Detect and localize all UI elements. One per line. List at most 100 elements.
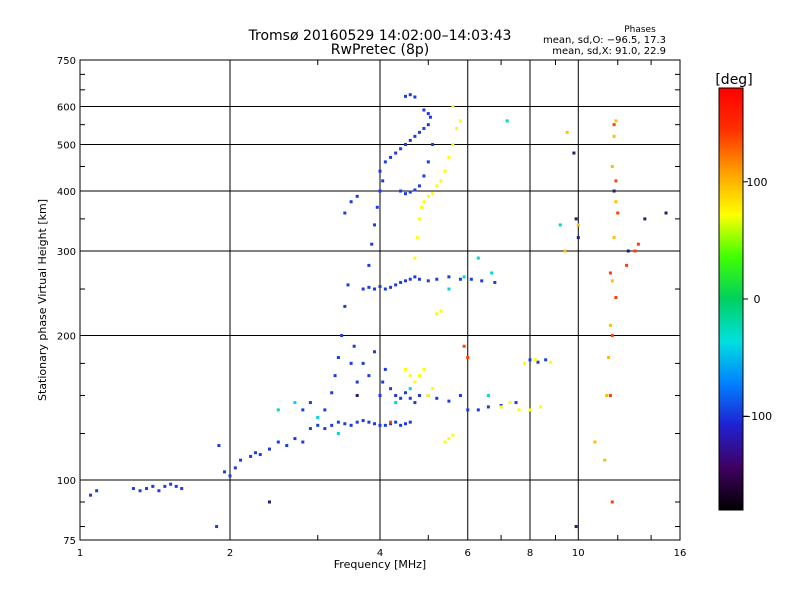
data-point [343, 304, 347, 308]
data-point [389, 422, 393, 426]
data-point [572, 151, 576, 155]
data-point [549, 360, 553, 364]
data-point [330, 391, 334, 395]
data-point [151, 484, 155, 488]
data-point [163, 484, 167, 488]
data-point [413, 401, 417, 405]
data-point [223, 470, 227, 474]
data-point [367, 420, 371, 424]
data-point [614, 200, 618, 204]
data-point [636, 242, 640, 246]
data-point [508, 401, 512, 405]
data-point [462, 344, 466, 348]
colorbar-label: [deg] [715, 72, 752, 88]
data-point [610, 334, 614, 338]
data-point [608, 323, 612, 327]
data-point [422, 174, 426, 178]
data-point [612, 236, 616, 240]
data-point [389, 420, 393, 424]
data-point [180, 487, 184, 491]
data-point [383, 287, 387, 291]
data-point [664, 211, 668, 215]
data-point [228, 474, 232, 478]
data-point [174, 484, 178, 488]
data-point [458, 394, 462, 398]
data-point [367, 263, 371, 267]
x-tick-label: 16 [674, 548, 687, 559]
data-point [422, 200, 426, 204]
data-point [439, 179, 443, 183]
data-point [389, 285, 393, 289]
y-tick-label: 750 [57, 56, 76, 67]
data-point [308, 401, 312, 405]
data-point [301, 408, 305, 412]
data-point [370, 242, 374, 246]
data-point [408, 420, 412, 424]
data-point [499, 405, 503, 409]
data-point [367, 374, 371, 378]
x-tick-label: 1 [77, 548, 83, 559]
data-point [316, 423, 320, 427]
data-point [576, 236, 580, 240]
data-point [576, 223, 580, 227]
data-point [574, 525, 578, 529]
data-point [340, 334, 344, 338]
data-point [389, 155, 393, 159]
colorbar-tick-label: 100 [747, 176, 768, 189]
data-point [215, 525, 219, 529]
data-point [330, 423, 334, 427]
data-point [612, 189, 616, 193]
y-tick-label: 100 [57, 476, 76, 487]
data-point [355, 420, 359, 424]
data-point [408, 396, 412, 400]
data-point [413, 256, 417, 260]
y-tick-label: 400 [57, 187, 76, 198]
colorbar [718, 87, 744, 511]
data-point [490, 271, 494, 275]
data-point [431, 387, 435, 391]
data-point [249, 454, 253, 458]
data-point [293, 401, 297, 405]
data-point [399, 147, 403, 151]
data-point [413, 188, 417, 192]
data-point [458, 277, 462, 281]
data-point [608, 271, 612, 275]
data-point [426, 112, 430, 116]
data-point [233, 466, 237, 470]
chart-subtitle: RwPretec (8p) [331, 42, 429, 58]
x-tick-label: 8 [527, 548, 533, 559]
data-point [417, 217, 421, 221]
data-point [355, 194, 359, 198]
data-point [533, 358, 537, 362]
data-point [455, 126, 459, 130]
data-point [610, 500, 614, 504]
data-point [355, 380, 359, 384]
data-point [276, 440, 280, 444]
data-point [435, 184, 439, 188]
data-point [361, 361, 365, 365]
data-point [413, 275, 417, 279]
data-point [408, 374, 412, 378]
data-point [239, 458, 243, 462]
y-tick-label: 200 [57, 332, 76, 343]
data-point [435, 396, 439, 400]
data-point [373, 223, 377, 227]
data-point [614, 296, 618, 300]
data-point [451, 433, 455, 437]
data-point [258, 453, 262, 457]
data-point [643, 217, 647, 221]
data-point [355, 394, 359, 398]
data-point [378, 169, 382, 173]
data-point [408, 190, 412, 194]
data-point [276, 408, 280, 412]
data-point [417, 394, 421, 398]
data-point [352, 344, 356, 348]
data-point [373, 350, 377, 354]
data-point [466, 355, 470, 359]
data-point [435, 277, 439, 281]
data-point [528, 408, 532, 412]
data-point [95, 489, 99, 493]
colorbar-tick-label: 0 [754, 293, 761, 306]
data-point [413, 95, 417, 99]
colorbar-tick-label: −100 [742, 410, 772, 423]
